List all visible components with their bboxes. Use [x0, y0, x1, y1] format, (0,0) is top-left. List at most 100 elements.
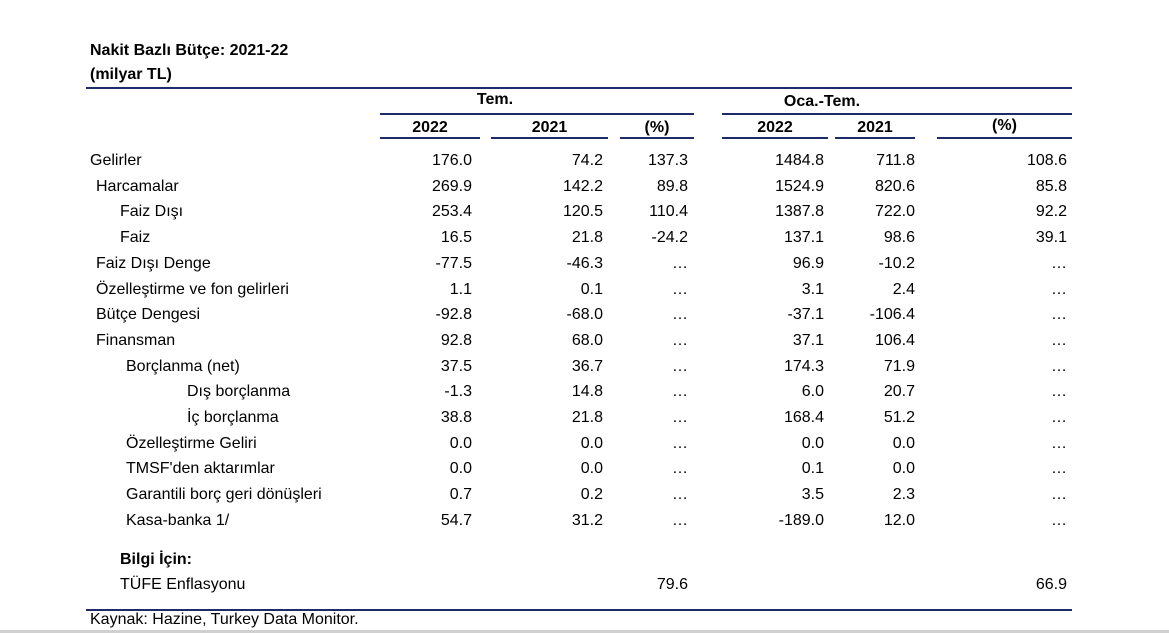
- row-label: Finansman: [96, 332, 176, 349]
- cell-value: 21.8: [571, 409, 603, 426]
- cell-value: 176.0: [431, 152, 472, 169]
- col-header-pct-monthly: (%): [644, 119, 670, 136]
- table-row: Faiz 16.5 21.8 -24.2 137.1 98.6 39.1: [0, 226, 1169, 250]
- row-label: Borçlanma (net): [126, 358, 240, 375]
- cell-value: 96.9: [792, 255, 824, 272]
- cell-value: 39.1: [1035, 229, 1067, 246]
- cell-value: 1.1: [449, 281, 472, 298]
- cell-value: 12.0: [883, 512, 915, 529]
- row-label: Kasa-banka 1/: [126, 512, 230, 529]
- cell-value: 71.9: [883, 358, 915, 375]
- cell-value: 37.5: [440, 358, 472, 375]
- cell-value: 2.4: [892, 281, 915, 298]
- cell-value: 0.0: [892, 435, 915, 452]
- row-label: İç borçlanma: [187, 409, 279, 426]
- col-header-2022-monthly: 2022: [412, 119, 448, 136]
- group-rule-ytd: [722, 113, 1072, 115]
- cell-value: -37.1: [787, 306, 824, 323]
- cell-value: …: [1051, 435, 1067, 452]
- cell-value: …: [1051, 460, 1067, 477]
- cell-value: …: [672, 460, 688, 477]
- cell-value: …: [672, 512, 688, 529]
- cell-value: 0.0: [801, 435, 824, 452]
- info-ytd-pct: 66.9: [1035, 576, 1067, 593]
- cell-value: …: [1051, 512, 1067, 529]
- cell-value: 2.3: [892, 486, 915, 503]
- cell-value: 51.2: [883, 409, 915, 426]
- cell-value: 722.0: [874, 203, 915, 220]
- cell-value: 0.0: [580, 460, 603, 477]
- cell-value: …: [672, 358, 688, 375]
- cell-value: -24.2: [651, 229, 688, 246]
- cell-value: 98.6: [883, 229, 915, 246]
- cell-value: …: [672, 383, 688, 400]
- table-title: Nakit Bazlı Bütçe: 2021-22: [90, 42, 289, 59]
- cell-value: 92.8: [440, 332, 472, 349]
- cell-value: -1.3: [444, 383, 472, 400]
- table-row: Harcamalar 269.9 142.2 89.8 1524.9 820.6 85.8: [0, 175, 1169, 199]
- cell-value: 711.8: [876, 152, 915, 169]
- cell-value: -77.5: [435, 255, 472, 272]
- cell-value: 74.2: [571, 152, 603, 169]
- cell-value: 0.1: [580, 281, 603, 298]
- window-edge: [0, 630, 1169, 633]
- cell-value: 120.5: [562, 203, 603, 220]
- cell-value: 0.2: [580, 486, 603, 503]
- cell-value: 3.5: [801, 486, 824, 503]
- col-rule-2021-monthly: [491, 137, 608, 139]
- group-header-ytd: Oca.-Tem.: [783, 93, 861, 110]
- info-row: TÜFE Enflasyonu 79.6 66.9: [0, 573, 1169, 597]
- table-row: Finansman 92.8 68.0… 37.1 106.4…: [0, 329, 1169, 353]
- table-row: Borçlanma (net) 37.5 36.7 … 174.3 71.9 …: [0, 355, 1169, 379]
- cell-value: …: [672, 409, 688, 426]
- cell-value: 0.7: [449, 486, 472, 503]
- row-label: Dış borçlanma: [187, 383, 291, 400]
- cell-value: -92.8: [435, 306, 472, 323]
- row-label: Özelleştirme Geliri: [126, 435, 257, 452]
- group-header-monthly: Tem.: [476, 91, 514, 108]
- cell-value: …: [1051, 255, 1067, 272]
- cell-value: 36.7: [571, 358, 603, 375]
- table-row: Özelleştirme Geliri 0.0 0.0… 0.0 0.0…: [0, 432, 1169, 456]
- cell-value: 38.8: [440, 409, 472, 426]
- row-label: TMSF'den aktarımlar: [126, 460, 275, 477]
- cell-value: …: [672, 486, 688, 503]
- col-rule-2022-monthly: [380, 137, 480, 139]
- table-row: Dış borçlanma -1.3 14.8… 6.0 20.7…: [0, 380, 1169, 404]
- cell-value: 108.6: [1026, 152, 1067, 169]
- col-rule-pct-monthly: [620, 137, 694, 139]
- col-header-pct-ytd: (%): [992, 117, 1017, 134]
- col-rule-pct-ytd: [937, 137, 1072, 139]
- table-row: İç borçlanma 38.8 21.8… 168.4 51.2…: [0, 406, 1169, 430]
- cell-value: …: [1051, 306, 1067, 323]
- cell-value: 85.8: [1035, 178, 1067, 195]
- source-note: Kaynak: Hazine, Turkey Data Monitor.: [90, 611, 359, 628]
- cell-value: 14.8: [571, 383, 603, 400]
- cell-value: 68.0: [571, 332, 603, 349]
- cell-value: 820.6: [874, 178, 915, 195]
- table-row: Garantili borç geri dönüşleri 0.7 0.2 … 3.5 2…: [0, 483, 1169, 507]
- row-label: Gelirler: [90, 152, 142, 169]
- cell-value: 174.3: [783, 358, 824, 375]
- cell-value: 54.7: [440, 512, 472, 529]
- cell-value: …: [1051, 358, 1067, 375]
- table-row: Faiz Dışı Denge -77.5 -46.3… 96.9 -10.2…: [0, 252, 1169, 276]
- table-row: Faiz Dışı 253.4 120.5 110.4 1387.8 722.0 92.2: [0, 200, 1169, 224]
- cell-value: 6.0: [801, 383, 824, 400]
- cell-value: 89.8: [656, 178, 688, 195]
- row-label: Harcamalar: [96, 178, 179, 195]
- row-label: Faiz: [120, 229, 151, 246]
- group-rule-monthly: [380, 113, 694, 115]
- cell-value: 92.2: [1035, 203, 1067, 220]
- col-rule-2022-ytd: [722, 137, 828, 139]
- cell-value: 31.2: [571, 512, 603, 529]
- cell-value: 142.2: [562, 178, 603, 195]
- cell-value: 269.9: [431, 178, 472, 195]
- info-heading: Bilgi İçin:: [120, 551, 192, 568]
- cell-value: 20.7: [883, 383, 915, 400]
- cell-value: 110.4: [649, 203, 688, 220]
- cell-value: 137.1: [783, 229, 824, 246]
- col-header-2021-monthly: 2021: [531, 119, 568, 136]
- info-label: TÜFE Enflasyonu: [120, 576, 246, 593]
- info-monthly-pct: 79.6: [656, 576, 688, 593]
